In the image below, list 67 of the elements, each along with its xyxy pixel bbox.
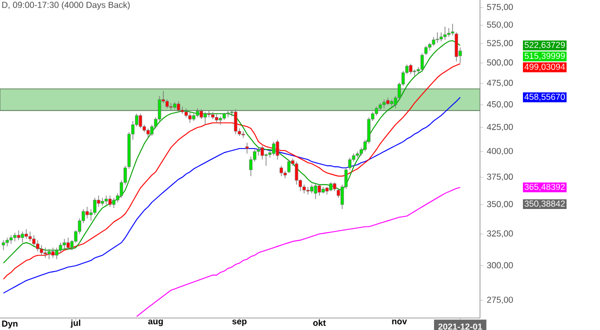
y-tick-label: 550,00 bbox=[487, 22, 513, 29]
candlestick bbox=[436, 32, 440, 44]
candlestick bbox=[47, 248, 51, 260]
x-tick-label: aug bbox=[148, 320, 163, 326]
candlestick bbox=[58, 242, 62, 254]
candlestick bbox=[382, 99, 386, 109]
text: 515,39999 bbox=[524, 52, 565, 60]
x-tick-label: okt bbox=[313, 320, 326, 326]
candlestick bbox=[62, 238, 66, 250]
y-tick-label: 475,00 bbox=[486, 80, 513, 87]
candlestick bbox=[44, 247, 47, 258]
y-tick-label: 500,00 bbox=[487, 59, 513, 67]
text: 350,38842 bbox=[524, 200, 565, 208]
candlestick bbox=[9, 234, 13, 244]
chart-title: D, 09:00-17:30 (4000 Days Back) bbox=[2, 2, 130, 10]
candlestick bbox=[318, 184, 322, 196]
y-tick-label: 525,00 bbox=[487, 40, 513, 48]
y-tick-label: 300,00 bbox=[487, 262, 513, 270]
candlestick bbox=[146, 128, 150, 138]
candlestick bbox=[20, 231, 24, 243]
candlestick bbox=[188, 112, 192, 124]
x-tick-label: 2021-12-01 bbox=[438, 324, 482, 330]
candlestick bbox=[412, 69, 416, 76]
candlestick bbox=[200, 108, 204, 120]
text: Dyn bbox=[2, 320, 18, 328]
candlestick bbox=[204, 112, 207, 126]
candlestick bbox=[214, 113, 218, 124]
candlestick bbox=[66, 237, 70, 251]
candlestick bbox=[409, 63, 412, 75]
y-tick-label: 450,00 bbox=[486, 101, 513, 108]
y-tick-label: 325,00 bbox=[487, 230, 513, 238]
candlestick bbox=[245, 142, 249, 154]
y-tick-label: 375,00 bbox=[487, 174, 513, 181]
x-tick-label: sep bbox=[232, 320, 247, 326]
y-tick-label: 400,00 bbox=[486, 148, 513, 156]
y-tick-label: 275,00 bbox=[487, 296, 513, 304]
candlestick bbox=[306, 186, 310, 195]
text: 499,03094 bbox=[524, 64, 565, 71]
candlestick bbox=[36, 240, 40, 252]
text: 458,55670 bbox=[524, 94, 565, 101]
candlestick bbox=[234, 108, 238, 134]
candlestick bbox=[280, 165, 283, 176]
candlestick bbox=[17, 230, 20, 240]
candlestick bbox=[138, 113, 142, 129]
candlestick bbox=[51, 247, 55, 258]
candlestick bbox=[276, 139, 280, 160]
candlestick bbox=[176, 100, 180, 112]
candlestick bbox=[272, 141, 276, 156]
candlestick bbox=[108, 195, 112, 208]
text: 522,63729 bbox=[524, 42, 565, 49]
candlestick bbox=[207, 110, 211, 118]
text: 365,48392 bbox=[524, 184, 565, 191]
x-tick-label: jul bbox=[70, 320, 80, 328]
candlestick bbox=[226, 110, 230, 118]
y-tick-label: 350,00 bbox=[487, 201, 513, 208]
candlestick bbox=[32, 234, 36, 247]
candlestick bbox=[196, 108, 200, 118]
candlestick bbox=[112, 197, 116, 208]
candlestick bbox=[443, 26, 447, 40]
candlestick bbox=[24, 228, 28, 240]
y-tick-label: 575,00 bbox=[487, 4, 513, 12]
y-tick-label: 425,00 bbox=[486, 124, 513, 132]
candlestick bbox=[2, 240, 6, 251]
x-tick-label: nov bbox=[392, 320, 407, 324]
candlestick bbox=[314, 183, 318, 200]
candlestick bbox=[86, 206, 89, 219]
candlestick bbox=[432, 36, 436, 46]
